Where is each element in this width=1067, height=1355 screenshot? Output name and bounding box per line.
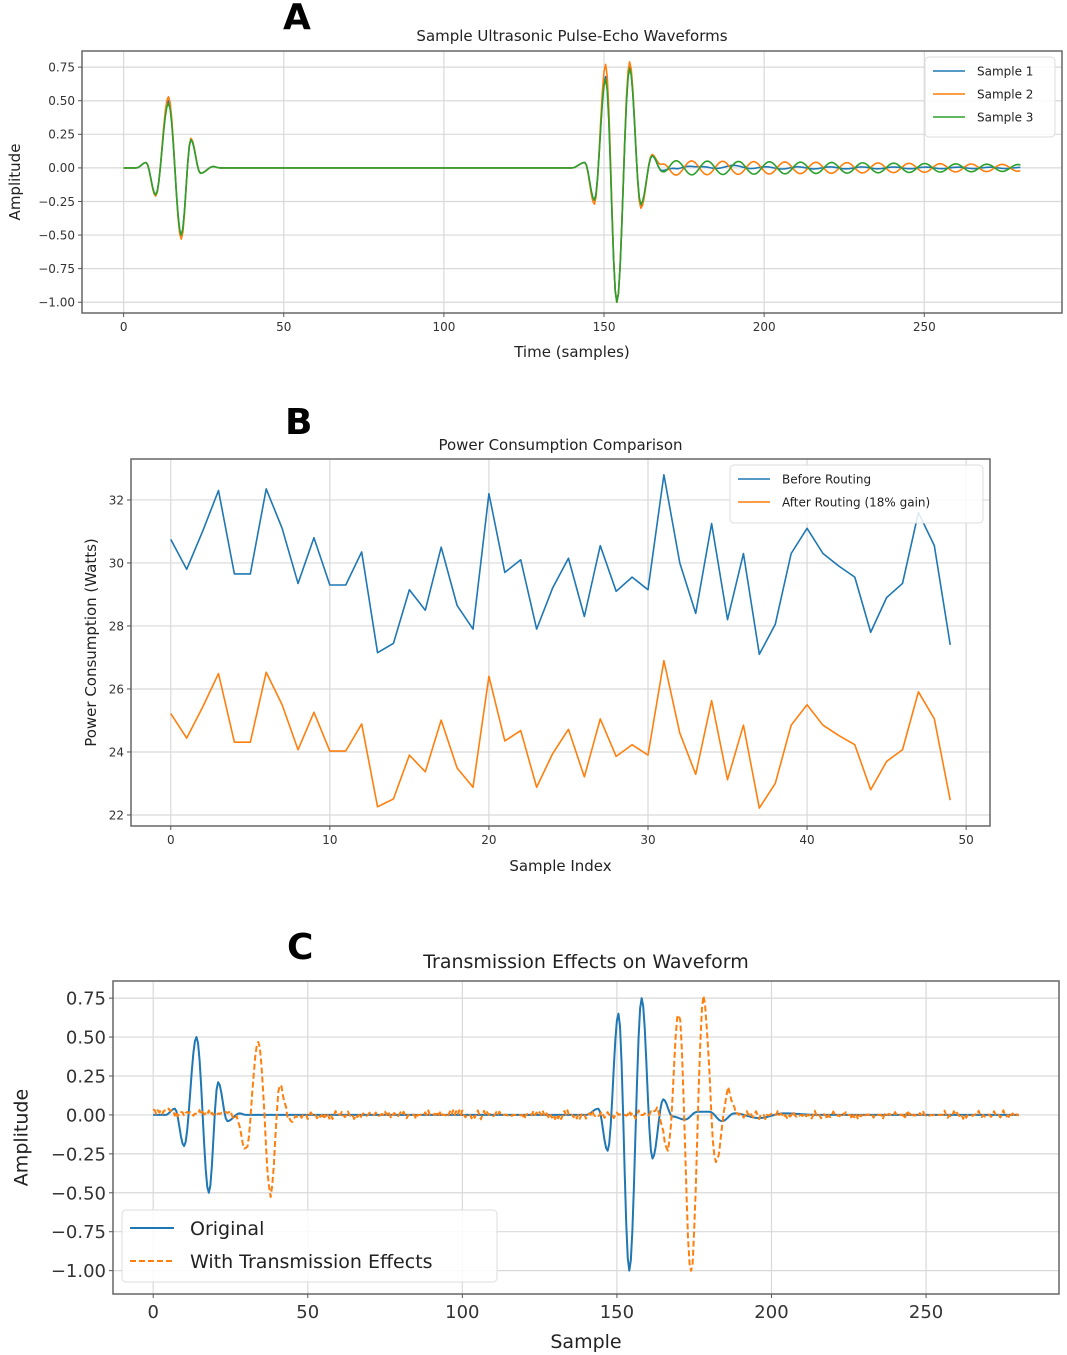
series-line-with-transmission-effects: [152, 994, 1020, 1272]
x-tick-label: 40: [799, 833, 814, 847]
x-tick-label: 50: [958, 833, 973, 847]
legend-label: Sample 1: [977, 64, 1033, 78]
legend: Before Routing After Routing (18% gain): [729, 464, 984, 524]
x-tick-label: 250: [913, 320, 936, 334]
x-axis-label: Time (samples): [513, 343, 630, 361]
x-tick-label: 0: [120, 320, 128, 334]
x-tick-label: 250: [909, 1302, 943, 1323]
plot-frame: [112, 980, 1060, 1295]
y-tick-label: −0.75: [51, 1222, 106, 1243]
y-axis-label: Amplitude: [6, 144, 24, 221]
x-tick-label: 150: [600, 1302, 634, 1323]
y-tick-label: −1.00: [38, 296, 75, 310]
series-line-sample-1: [123, 66, 1021, 304]
y-tick-label: 0.75: [66, 989, 106, 1010]
y-tick-label: 24: [109, 745, 124, 759]
y-tick-label: 0.50: [48, 94, 75, 108]
x-tick-label: 0: [147, 1302, 158, 1323]
legend-label: After Routing (18% gain): [782, 495, 930, 509]
series-line-sample-2: [123, 60, 1021, 304]
y-tick-label: −1.00: [51, 1261, 106, 1282]
legend-label: With Transmission Effects: [190, 1251, 433, 1273]
series-group: [152, 994, 1020, 1272]
legend-label: Sample 2: [977, 87, 1033, 101]
legend-box: [121, 1209, 498, 1283]
chart-title: Power Consumption Comparison: [438, 436, 682, 454]
y-tick-label: 0.00: [48, 161, 75, 175]
x-tick-label: 50: [276, 320, 291, 334]
chart-panel-b: 0 10 20 30 40 50 22 24 26 28 30 32 Power Consumption…: [82, 436, 991, 875]
x-tick-label: 50: [296, 1302, 319, 1323]
y-tick-label: −0.50: [51, 1183, 106, 1204]
y-tick-label: 0.00: [66, 1105, 106, 1126]
series-group: [123, 60, 1021, 304]
legend-label: Sample 3: [977, 110, 1033, 124]
legend-label: Original: [190, 1218, 264, 1240]
x-tick-label: 20: [481, 833, 496, 847]
x-tick-label: 150: [593, 320, 616, 334]
y-tick-label: 0.25: [48, 128, 75, 142]
panel-letter-c: C: [287, 927, 314, 968]
grid-lines: [82, 51, 1062, 313]
x-axis-label: Sample Index: [509, 857, 611, 875]
x-tick-label: 30: [640, 833, 655, 847]
legend: Original With Transmission Effects: [121, 1209, 498, 1283]
chart-panel-c: 0 50 100 150 200 250 0.75 0.50 0.25 0.00 −0.25 −0.5…: [11, 951, 1060, 1353]
series-line-before-routing: [170, 473, 952, 656]
y-tick-label: 30: [109, 556, 124, 570]
y-tick-label: 0.50: [66, 1028, 106, 1049]
chart-title: Sample Ultrasonic Pulse-Echo Waveforms: [416, 27, 727, 45]
y-tick-label: 22: [109, 808, 124, 822]
y-tick-label: 0.75: [48, 60, 75, 74]
series-line-sample-3: [123, 67, 1021, 304]
plot-frame: [81, 50, 1063, 314]
y-tick-label: 26: [109, 682, 124, 696]
series-line-after-routing-18-gain-: [170, 659, 952, 809]
legend-label: Before Routing: [782, 472, 871, 486]
x-tick-label: 100: [445, 1302, 479, 1323]
x-tick-label: 100: [432, 320, 455, 334]
panel-letter-b: B: [285, 402, 313, 443]
series-group: [170, 473, 952, 809]
x-tick-label: 200: [754, 1302, 788, 1323]
legend-box: [729, 464, 984, 524]
y-tick-label: −0.25: [51, 1144, 106, 1165]
x-tick-label: 0: [167, 833, 175, 847]
y-tick-label: 28: [109, 619, 124, 633]
y-tick-label: 0.25: [66, 1066, 106, 1087]
chart-panel-a: 0 50 100 150 200 250 0.75 0.50 0.25 0.00 −0.25 −0.5…: [6, 27, 1063, 361]
x-tick-label: 200: [753, 320, 776, 334]
panel-letter-a: A: [283, 0, 311, 38]
y-tick-label: −0.50: [38, 228, 75, 242]
y-axis-label: Power Consumption (Watts): [82, 538, 100, 747]
y-tick-label: −0.75: [38, 262, 75, 276]
y-tick-label: −0.25: [38, 195, 75, 209]
legend: Sample 1 Sample 2 Sample 3: [924, 56, 1056, 138]
plot-frame: [130, 458, 991, 827]
y-axis-label: Amplitude: [11, 1089, 33, 1186]
x-tick-label: 10: [322, 833, 337, 847]
series-line-original: [153, 997, 1019, 1272]
chart-title: Transmission Effects on Waveform: [422, 951, 749, 973]
y-tick-label: 32: [109, 493, 124, 507]
grid-lines: [131, 459, 990, 826]
x-axis-label: Sample: [550, 1331, 621, 1353]
